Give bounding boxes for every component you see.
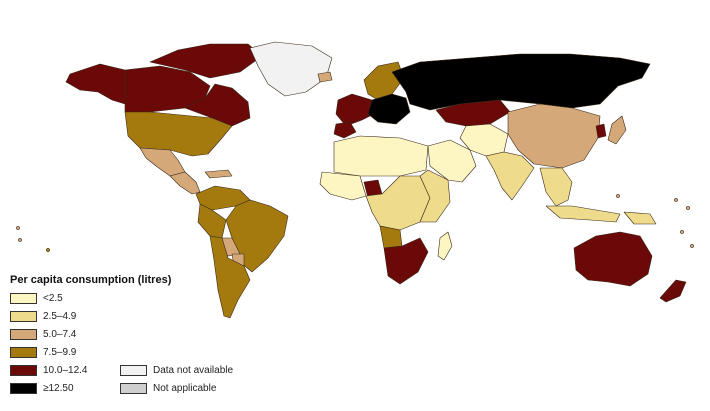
region-kazakhstan — [435, 99, 511, 127]
legend-swatch — [10, 329, 37, 340]
region-middle-east — [427, 139, 477, 183]
legend-swatch — [10, 383, 37, 394]
legend-swatch — [120, 383, 147, 394]
region-western-europe — [335, 93, 379, 127]
region-australia — [573, 231, 653, 287]
legend-item-10-0-12-4: 10.0–12.4 — [10, 364, 88, 377]
region-united-states — [124, 111, 233, 157]
legend-item-2-5-4-9: 2.5–4.9 — [10, 310, 76, 323]
legend-item-5-0-7-4: 5.0–7.4 — [10, 328, 76, 341]
map-legend: Per capita consumption (litres) <2.5 2.5… — [10, 274, 260, 404]
region-southern-africa — [383, 237, 429, 285]
legend-label: <2.5 — [43, 293, 63, 304]
region-east-africa — [419, 169, 451, 223]
legend-swatch — [10, 347, 37, 358]
legend-label: 2.5–4.9 — [43, 311, 77, 322]
legend-label: Not applicable — [153, 383, 217, 394]
region-iceland — [317, 71, 333, 83]
region-new-zealand — [659, 279, 687, 303]
region-caribbean — [204, 169, 233, 179]
region-greenland — [249, 41, 333, 97]
legend-swatch — [120, 365, 147, 376]
region-iberia — [333, 121, 357, 139]
region-japan — [607, 115, 627, 145]
region-russia — [391, 53, 651, 111]
legend-item-lt-2-5: <2.5 — [10, 292, 63, 305]
region-indonesia — [545, 205, 621, 223]
legend-swatch — [10, 311, 37, 322]
legend-label: 5.0–7.4 — [43, 329, 77, 340]
region-argentina-chile — [209, 235, 251, 319]
legend-label: 7.5–9.9 — [43, 347, 77, 358]
legend-swatch — [10, 293, 37, 304]
legend-label: 10.0–12.4 — [43, 365, 88, 376]
region-central-america — [169, 171, 201, 195]
region-southeast-asia — [539, 167, 573, 207]
region-madagascar — [437, 231, 453, 261]
region-north-africa — [333, 135, 429, 177]
region-korea — [595, 123, 607, 139]
region-papua — [623, 211, 657, 225]
legend-item-ge-12-50: ≥12.50 — [10, 382, 74, 395]
legend-label: Data not available — [153, 365, 234, 376]
legend-title: Per capita consumption (litres) — [10, 274, 172, 286]
legend-item-7-5-9-9: 7.5–9.9 — [10, 346, 76, 359]
region-central-europe — [367, 93, 411, 125]
region-south-asia — [485, 151, 535, 201]
region-alaska — [65, 63, 126, 105]
legend-swatch — [10, 365, 37, 376]
small-island-markers — [16, 194, 694, 252]
region-china-mongolia — [507, 103, 601, 169]
legend-item-data-not-available: Data not available — [120, 364, 233, 377]
region-west-africa — [319, 171, 367, 201]
legend-item-not-applicable: Not applicable — [120, 382, 216, 395]
legend-label: ≥12.50 — [43, 383, 74, 394]
